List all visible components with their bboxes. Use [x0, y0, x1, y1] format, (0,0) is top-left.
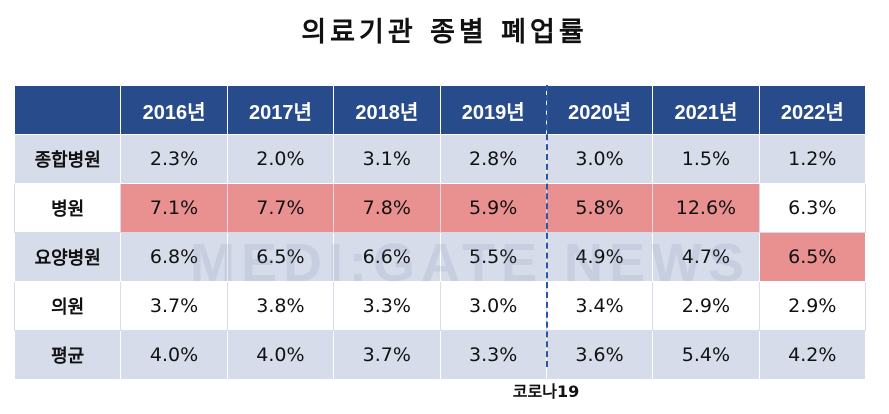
corner-cell	[13, 85, 122, 135]
data-cell: 6.6%	[333, 232, 441, 282]
data-cell: 3.0%	[545, 134, 654, 184]
covid-divider-line	[546, 85, 548, 367]
col-header: 2021년	[652, 85, 760, 135]
data-cell: 3.0%	[439, 281, 547, 331]
col-header: 2016년	[120, 85, 228, 135]
col-header: 2017년	[226, 85, 335, 135]
covid-annotation: 코로나19	[512, 382, 580, 401]
data-cell: 4.0%	[120, 330, 228, 380]
row-label: 종합병원	[13, 134, 122, 184]
data-cell: 2.8%	[439, 134, 547, 184]
data-cell: 4.9%	[545, 232, 654, 282]
data-cell: 2.3%	[120, 134, 228, 184]
data-cell: 5.8%	[545, 183, 654, 233]
data-cell: 12.6%	[652, 183, 760, 233]
data-cell: 3.4%	[545, 281, 654, 331]
table-row: 요양병원 6.8% 6.5% 6.6% 5.5% 4.9% 4.7% 6.5%	[13, 232, 867, 282]
table-row: 종합병원 2.3% 2.0% 3.1% 2.8% 3.0% 1.5% 1.2%	[13, 134, 867, 184]
data-cell: 6.3%	[758, 183, 867, 233]
row-label: 의원	[13, 281, 122, 331]
data-cell: 3.7%	[120, 281, 228, 331]
data-cell: 2.9%	[652, 281, 760, 331]
data-cell: 4.0%	[226, 330, 335, 380]
col-header: 2020년	[545, 85, 654, 135]
data-cell: 5.4%	[652, 330, 760, 380]
data-cell: 4.2%	[758, 330, 867, 380]
row-label: 요양병원	[13, 232, 122, 282]
data-cell: 5.9%	[439, 183, 547, 233]
table-row: 평균 4.0% 4.0% 3.7% 3.3% 3.6% 5.4% 4.2%	[13, 330, 867, 380]
data-cell: 1.2%	[758, 134, 867, 184]
data-cell: 2.9%	[758, 281, 867, 331]
closure-rate-table: 2016년 2017년 2018년 2019년 2020년 2021년 2022…	[13, 85, 867, 380]
data-cell: 3.3%	[439, 330, 547, 380]
data-cell: 5.5%	[439, 232, 547, 282]
data-cell: 7.1%	[120, 183, 228, 233]
chart-title: 의료기관 종별 폐업률	[301, 17, 588, 48]
data-cell: 3.3%	[333, 281, 441, 331]
row-label: 병원	[13, 183, 122, 233]
data-cell: 2.0%	[226, 134, 335, 184]
data-cell: 6.5%	[758, 232, 867, 282]
data-cell: 3.6%	[545, 330, 654, 380]
data-cell: 6.8%	[120, 232, 228, 282]
header-row: 2016년 2017년 2018년 2019년 2020년 2021년 2022…	[13, 85, 867, 135]
data-cell: 3.8%	[226, 281, 335, 331]
table-row: 병원 7.1% 7.7% 7.8% 5.9% 5.8% 12.6% 6.3%	[13, 183, 867, 233]
data-cell: 7.8%	[333, 183, 441, 233]
table-row: 의원 3.7% 3.8% 3.3% 3.0% 3.4% 2.9% 2.9%	[13, 281, 867, 331]
col-header: 2022년	[758, 85, 867, 135]
data-cell: 6.5%	[226, 232, 335, 282]
data-cell: 7.7%	[226, 183, 335, 233]
row-label: 평균	[13, 330, 122, 380]
data-cell: 3.7%	[333, 330, 441, 380]
data-cell: 1.5%	[652, 134, 760, 184]
data-cell: 4.7%	[652, 232, 760, 282]
data-cell: 3.1%	[333, 134, 441, 184]
col-header: 2019년	[439, 85, 547, 135]
col-header: 2018년	[333, 85, 441, 135]
